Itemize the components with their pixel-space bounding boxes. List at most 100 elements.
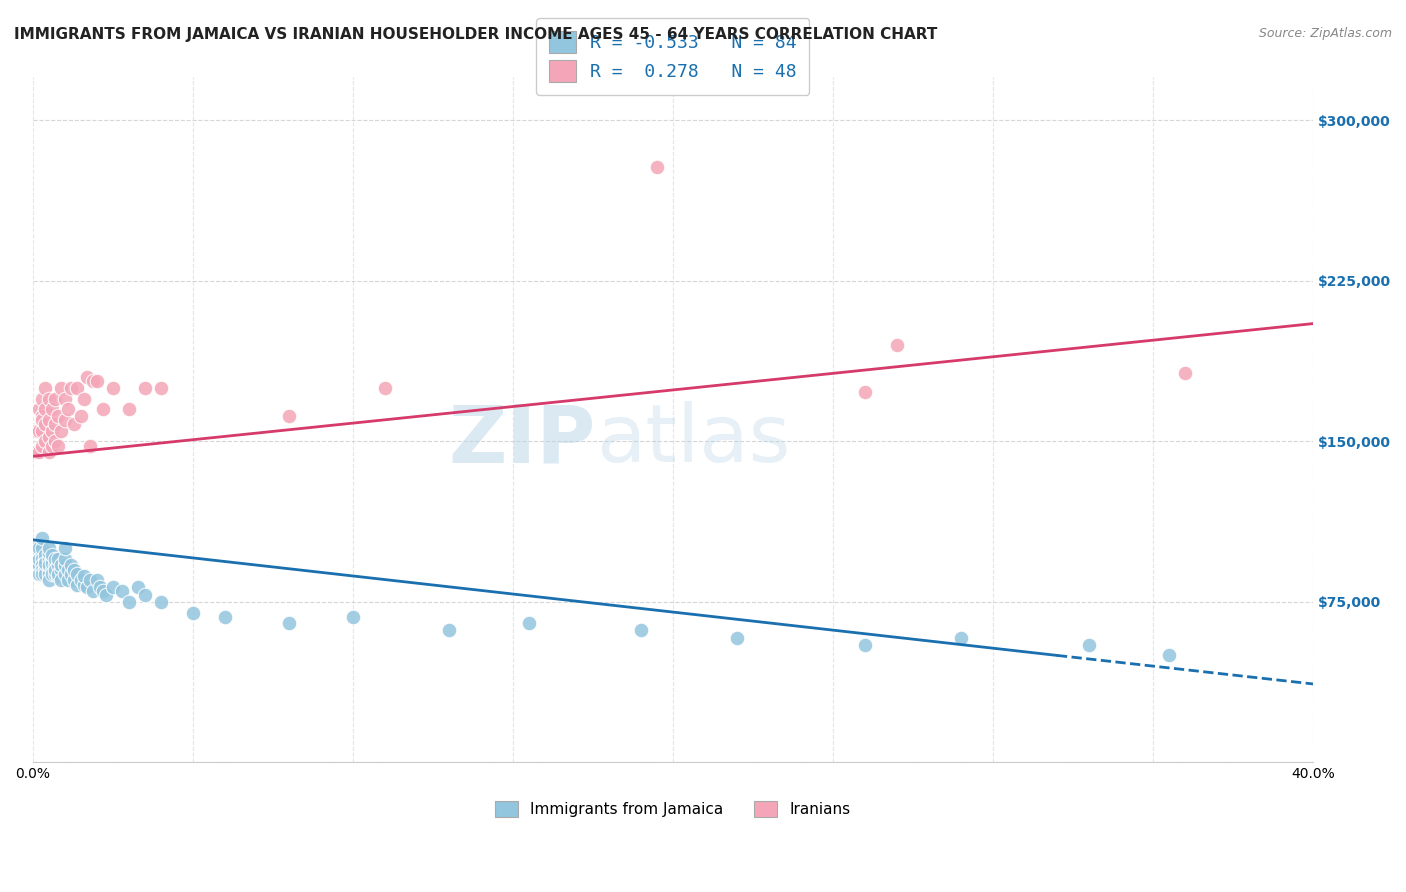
Point: [59, 558, 82, 573]
Point: [949, 632, 972, 646]
Point: [34, 563, 56, 577]
Point: [37, 574, 59, 588]
Point: [41, 563, 63, 577]
Point: [28, 546, 51, 560]
Point: [37, 541, 59, 556]
Point: [31, 413, 53, 427]
Point: [41, 567, 63, 582]
Point: [28, 552, 51, 566]
Text: atlas: atlas: [596, 401, 790, 480]
Point: [886, 338, 908, 352]
Point: [37, 546, 59, 560]
Point: [69, 409, 91, 423]
Point: [44, 417, 66, 432]
Point: [53, 541, 76, 556]
Point: [73, 578, 96, 592]
Point: [89, 580, 111, 594]
Point: [51, 558, 73, 573]
Point: [134, 589, 156, 603]
Text: IMMIGRANTS FROM JAMAICA VS IRANIAN HOUSEHOLDER INCOME AGES 45 - 64 YEARS CORRELA: IMMIGRANTS FROM JAMAICA VS IRANIAN HOUSE…: [14, 27, 938, 42]
Text: Source: ZipAtlas.com: Source: ZipAtlas.com: [1258, 27, 1392, 40]
Point: [31, 563, 53, 577]
Point: [41, 439, 63, 453]
Point: [59, 567, 82, 582]
Point: [53, 558, 76, 573]
Point: [31, 424, 53, 438]
Point: [37, 552, 59, 566]
Point: [34, 434, 56, 449]
Point: [86, 574, 108, 588]
Point: [149, 381, 172, 395]
Legend: Immigrants from Jamaica, Iranians: Immigrants from Jamaica, Iranians: [489, 795, 856, 823]
Point: [79, 574, 101, 588]
Point: [51, 381, 73, 395]
Point: [46, 569, 69, 583]
Point: [34, 417, 56, 432]
Point: [24, 445, 46, 459]
Point: [24, 552, 46, 566]
Point: [31, 567, 53, 582]
Point: [37, 567, 59, 582]
Point: [37, 392, 59, 406]
Point: [37, 413, 59, 427]
Point: [214, 610, 236, 624]
Point: [82, 584, 104, 599]
Point: [31, 548, 53, 562]
Point: [63, 574, 86, 588]
Point: [34, 402, 56, 417]
Point: [437, 623, 460, 637]
Point: [31, 409, 53, 423]
Point: [44, 558, 66, 573]
Point: [41, 424, 63, 438]
Point: [34, 567, 56, 582]
Point: [1157, 648, 1180, 663]
Point: [181, 606, 204, 620]
Point: [51, 424, 73, 438]
Point: [24, 541, 46, 556]
Point: [44, 392, 66, 406]
Point: [277, 409, 299, 423]
Point: [44, 552, 66, 566]
Point: [31, 541, 53, 556]
Point: [127, 580, 149, 594]
Point: [66, 381, 89, 395]
Point: [56, 563, 79, 577]
Point: [31, 531, 53, 545]
Point: [149, 595, 172, 609]
Point: [853, 385, 876, 400]
Point: [46, 567, 69, 582]
Point: [34, 552, 56, 566]
Point: [44, 563, 66, 577]
Point: [41, 557, 63, 571]
Point: [111, 584, 134, 599]
Point: [91, 584, 114, 599]
Point: [37, 558, 59, 573]
Point: [53, 552, 76, 566]
Point: [76, 580, 98, 594]
Point: [51, 574, 73, 588]
Point: [853, 638, 876, 652]
Point: [28, 541, 51, 556]
Point: [66, 567, 89, 582]
Point: [76, 370, 98, 384]
Point: [94, 589, 117, 603]
Point: [28, 558, 51, 573]
Point: [31, 558, 53, 573]
Point: [342, 610, 364, 624]
Point: [46, 558, 69, 573]
Point: [79, 439, 101, 453]
Point: [374, 381, 396, 395]
Point: [34, 381, 56, 395]
Point: [46, 552, 69, 566]
Point: [31, 552, 53, 566]
Point: [725, 632, 748, 646]
Point: [37, 563, 59, 577]
Point: [41, 402, 63, 417]
Point: [517, 616, 540, 631]
Point: [56, 402, 79, 417]
Point: [41, 552, 63, 566]
Point: [24, 558, 46, 573]
Point: [53, 413, 76, 427]
Point: [28, 424, 51, 438]
Point: [44, 567, 66, 582]
